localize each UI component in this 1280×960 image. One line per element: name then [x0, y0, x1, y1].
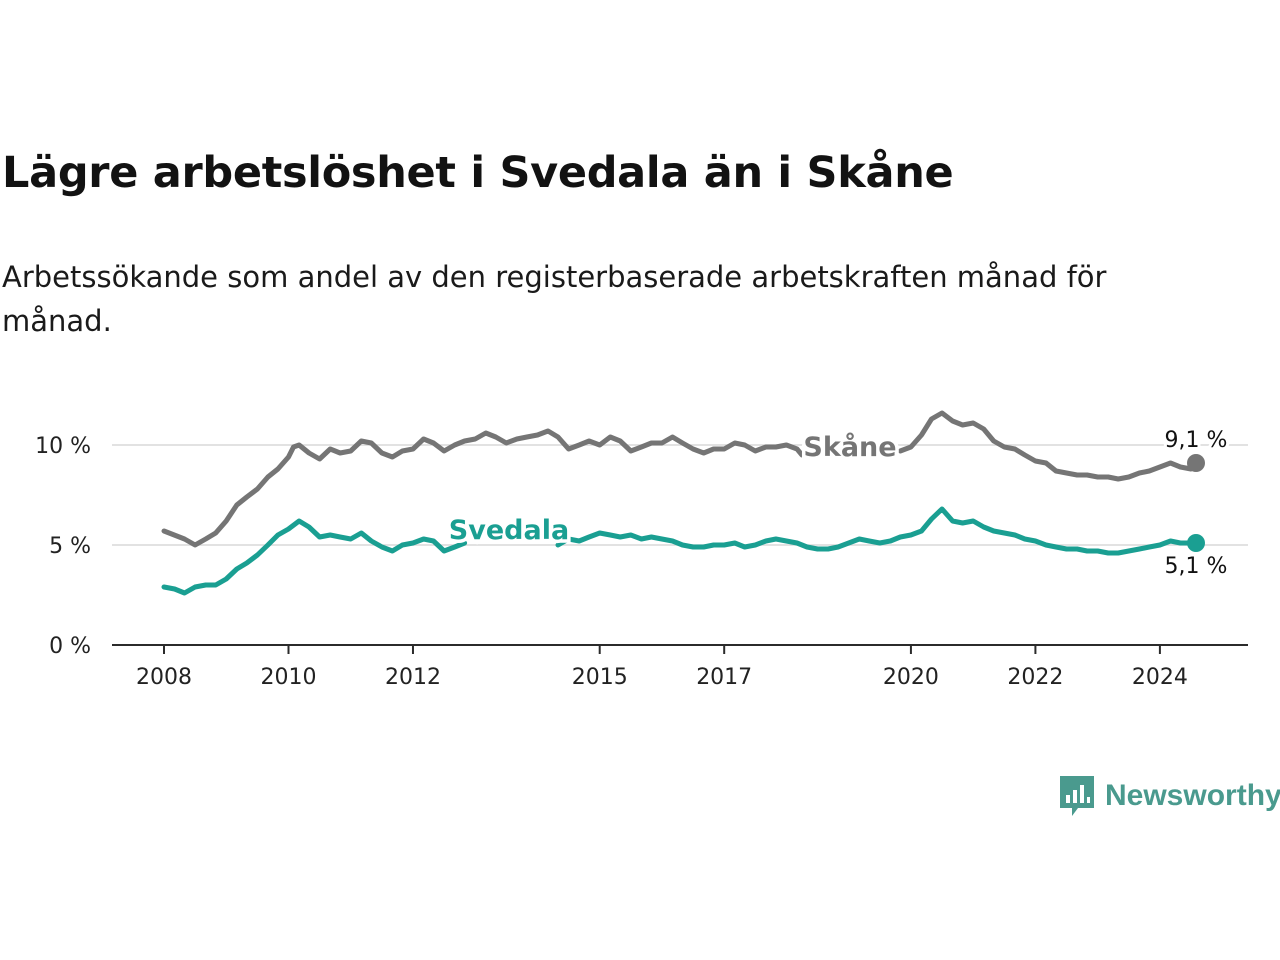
end-value-label-skne: 9,1 %: [1165, 428, 1228, 453]
y-tick-label: 0 %: [49, 634, 91, 659]
series-labels: Skåne 9,1 % Svedala 5,1 %: [445, 425, 1230, 582]
x-tick-label: 2012: [385, 665, 441, 690]
series-line-svedala: [161, 518, 468, 596]
x-tick-label: 2024: [1132, 665, 1188, 690]
x-tick-label: 2020: [883, 665, 939, 690]
line-chart: 0 %5 %10 % 2008 2010 2012 2015 2017 2020 2022 2…: [35, 410, 1248, 690]
x-tick-label: 2017: [696, 665, 752, 690]
brand-name: Newsworthy: [1105, 779, 1280, 812]
series-end-point-skne: [1187, 454, 1205, 472]
series-line-svedala-continued: [555, 506, 1199, 556]
y-axis: 0 % 5 % 10 %: [35, 434, 91, 659]
series-end-point-svedala: [1187, 534, 1205, 552]
y-tick-label: 10 %: [35, 434, 91, 459]
chart-title: Lägre arbetslöshet i Svedala än i Skåne: [2, 148, 954, 198]
x-axis: 2008 2010 2012 2015 2017 2020 2022 2024: [136, 645, 1188, 690]
newsworthy-logo-icon: [1060, 776, 1094, 816]
x-tick-label: 2010: [260, 665, 316, 690]
x-tick-label: 2015: [572, 665, 628, 690]
series-label-svedala: Svedala: [449, 515, 569, 546]
series-lines: [161, 410, 1205, 596]
x-tick-label: 2022: [1007, 665, 1063, 690]
x-tick-label: 2008: [136, 665, 192, 690]
y-tick-label: 5 %: [49, 534, 91, 559]
newsworthy-logo: Newsworthy: [1058, 774, 1280, 818]
end-value-label-svedala: 5,1 %: [1165, 554, 1228, 579]
series-label-skne: Skåne: [803, 431, 896, 463]
series-line-skne-continued: [897, 410, 1199, 482]
series-line-skne: [161, 428, 805, 548]
chart-subtitle: Arbetssökande som andel av den registerb…: [2, 260, 1107, 338]
